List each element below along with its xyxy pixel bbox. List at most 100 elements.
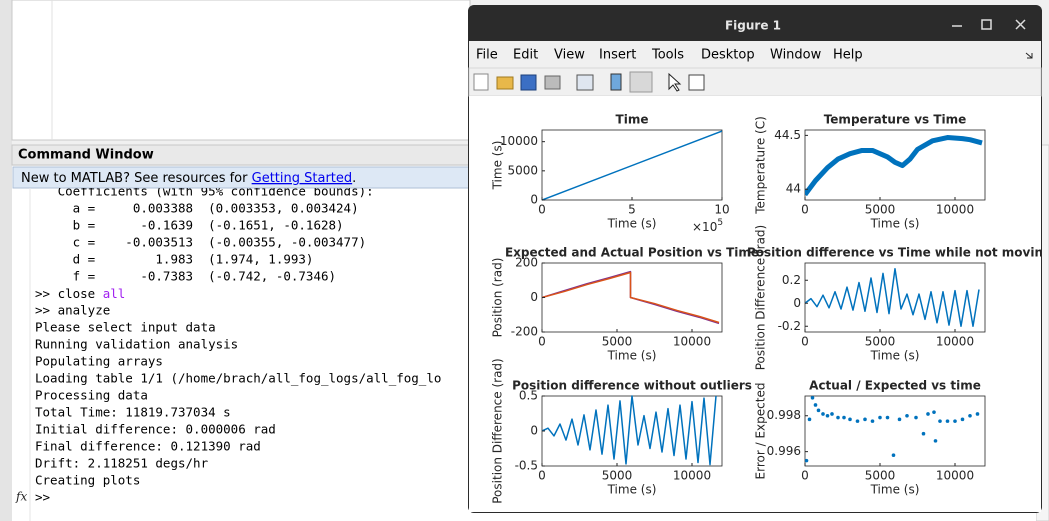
- data-line: [542, 130, 722, 201]
- output-line: >> close all: [35, 286, 125, 301]
- data-point: [905, 413, 909, 418]
- menu-item[interactable]: Insert: [599, 48, 636, 63]
- command-window-title: Command Window: [18, 148, 154, 163]
- tool-pointer[interactable]: [668, 72, 682, 92]
- tool-colorbar[interactable]: [610, 73, 622, 91]
- menu-item[interactable]: Desktop: [701, 48, 755, 63]
- subplot-title: Position difference vs Time while not mo…: [747, 246, 1043, 260]
- data-point: [968, 413, 972, 418]
- tool-new[interactable]: [473, 73, 489, 91]
- y-tick-label: -0.2: [778, 319, 801, 333]
- subplot-title: Time: [616, 113, 649, 127]
- y-axis-label: Position (rad): [491, 258, 505, 338]
- data-point: [807, 417, 812, 422]
- data-point: [821, 412, 825, 416]
- data-point: [805, 458, 809, 463]
- y-tick-label: 0: [530, 290, 538, 304]
- data-point: [855, 419, 860, 423]
- data-line: [542, 271, 720, 324]
- x-tick-label: 5000: [602, 335, 633, 349]
- figure-window: Figure 1 File Edit View Insert Tools Desktop W…: [468, 5, 1043, 513]
- y-axis-label: Position Difference (rad): [491, 358, 505, 503]
- x-multiplier: ×105: [692, 218, 723, 234]
- data-line: [542, 395, 717, 466]
- tool-link[interactable]: [576, 74, 594, 91]
- output-line: >>: [35, 490, 50, 505]
- tool-legend[interactable]: [629, 71, 653, 93]
- output-line: c = -0.003513 (-0.00355, -0.003477): [35, 235, 366, 250]
- data-point: [953, 419, 957, 423]
- y-tick-label: 0: [793, 296, 801, 310]
- y-axis-label: Position Difference (rad): [754, 225, 768, 370]
- x-tick-label: 5000: [865, 469, 896, 483]
- y-tick-label: -0.5: [515, 459, 538, 473]
- data-point: [926, 412, 930, 416]
- data-point: [816, 408, 821, 413]
- x-tick-label: 10: [714, 203, 729, 217]
- output-line: Initial difference: 0.000006 rad: [35, 422, 276, 437]
- data-point: [825, 413, 830, 418]
- output-line: Drift: 2.118251 degs/hr: [35, 456, 209, 471]
- tool-property[interactable]: [688, 74, 705, 91]
- menu-dock[interactable]: [1025, 52, 1033, 59]
- y-tick-label: 44: [786, 182, 801, 196]
- data-point: [878, 415, 882, 420]
- x-tick-label: 5000: [865, 203, 896, 217]
- tool-open[interactable]: [496, 76, 514, 90]
- tool-save[interactable]: [520, 74, 537, 91]
- x-tick-label: 0: [801, 203, 809, 217]
- subplot-title: Temperature vs Time: [824, 113, 967, 127]
- plot-layer: [805, 135, 983, 197]
- data-point: [960, 417, 965, 422]
- banner-link[interactable]: Getting Started: [252, 171, 353, 186]
- subplot-title: Expected and Actual Position vs Time: [505, 246, 759, 260]
- data-point: [885, 415, 890, 420]
- x-tick-label: 10000: [673, 469, 711, 483]
- x-axis-label: Time (s): [870, 483, 920, 497]
- output-line: Final difference: 0.121390 rad: [35, 439, 261, 454]
- multiplier-base: ×10: [692, 220, 717, 234]
- data-point: [848, 417, 852, 422]
- prompt-icon[interactable]: fx: [15, 490, 27, 504]
- y-axis-label: Time (s): [491, 141, 505, 191]
- plot-layer: [542, 270, 720, 325]
- data-point: [863, 417, 867, 422]
- menu-item[interactable]: File: [476, 48, 498, 63]
- output-line: Populating arrays: [35, 354, 163, 369]
- x-tick-label: 10000: [936, 469, 974, 483]
- output-line: Coefficients (with 95% confidence bounds…: [35, 184, 374, 199]
- data-point: [938, 419, 942, 423]
- data-line: [805, 135, 983, 197]
- menu-item[interactable]: Edit: [513, 48, 538, 63]
- y-tick-label: 200: [515, 256, 538, 270]
- data-point: [932, 410, 936, 414]
- command-keyword: all: [103, 286, 126, 301]
- x-axis-label: Time (s): [607, 483, 657, 497]
- menu-item[interactable]: Window: [770, 48, 822, 63]
- close-button[interactable]: [1015, 19, 1026, 30]
- data-point: [921, 431, 926, 436]
- y-axis-label: Temperature (C): [754, 116, 768, 215]
- y-tick-label: 0: [530, 424, 538, 438]
- data-point: [945, 419, 950, 423]
- output-line: d = 1.983 (1.974, 1.993): [35, 252, 313, 267]
- output-line: Processing data: [35, 388, 148, 403]
- menu-item[interactable]: View: [554, 48, 585, 63]
- output-line: Running validation analysis: [35, 337, 238, 352]
- menu-item[interactable]: Tools: [651, 48, 684, 63]
- x-tick-label: 5: [628, 203, 636, 217]
- tool-print[interactable]: [544, 75, 561, 90]
- command-text: >> close: [35, 286, 103, 301]
- menu-item[interactable]: Help: [833, 48, 863, 63]
- x-tick-label: 5000: [865, 335, 896, 349]
- figure-content: File Edit View Insert Tools Desktop Window Help…: [476, 48, 1043, 504]
- x-tick-label: 0: [801, 335, 809, 349]
- output-line: Please select input data: [35, 320, 216, 335]
- y-tick-label: -200: [511, 325, 538, 339]
- maximize-button[interactable]: [981, 19, 992, 30]
- side-bar: [0, 0, 12, 521]
